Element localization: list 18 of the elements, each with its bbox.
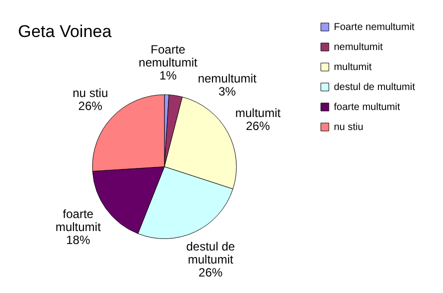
data-label: 1% bbox=[159, 68, 177, 83]
legend-label: nemultumit bbox=[334, 42, 383, 53]
data-label: 3% bbox=[218, 84, 236, 99]
data-label: 18% bbox=[66, 232, 90, 247]
slice-label: destul de multumit bbox=[186, 240, 236, 267]
data-label: 26% bbox=[78, 99, 103, 114]
data-label: 26% bbox=[246, 118, 270, 133]
legend-label: destul de multumit bbox=[334, 82, 416, 93]
slice-label: nemultumit bbox=[198, 72, 258, 86]
slice-label: foarte multumit bbox=[55, 206, 102, 234]
chart-title: Geta Voinea bbox=[18, 22, 112, 41]
legend-label: multumit bbox=[334, 62, 372, 73]
legend-label: foarte multumit bbox=[334, 102, 400, 113]
legend-label: Foarte nemultumit bbox=[334, 22, 415, 33]
slice-label: multumit bbox=[235, 106, 282, 120]
slice-label: nu stiu bbox=[72, 86, 108, 100]
legend-label: nu stiu bbox=[334, 122, 364, 133]
data-label: 26% bbox=[198, 266, 223, 280]
